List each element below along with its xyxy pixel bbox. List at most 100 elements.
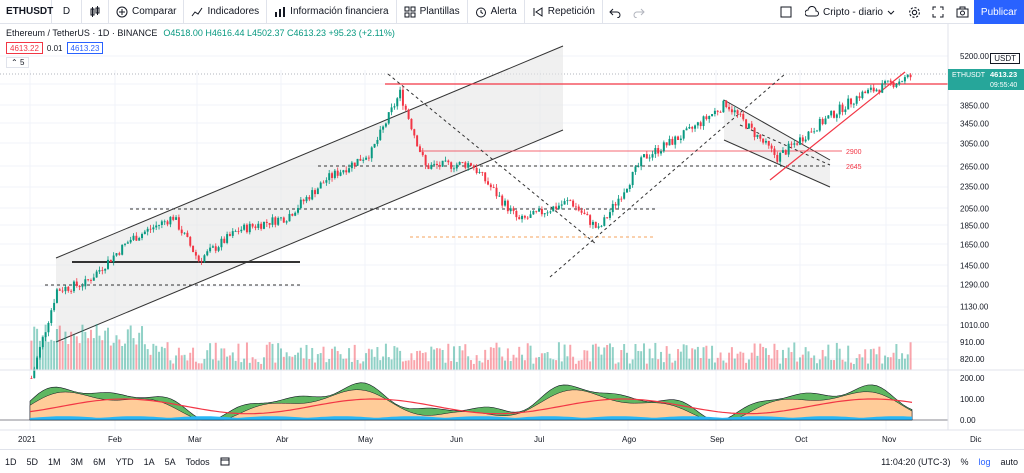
range-1m[interactable]: 1M: [48, 456, 61, 467]
volume-bar: [393, 346, 396, 370]
candle-body: [47, 323, 50, 333]
volume-bar: [572, 356, 575, 370]
range-3m[interactable]: 3M: [70, 456, 84, 467]
candle-body: [827, 115, 830, 119]
time-axis-label: Abr: [276, 435, 289, 444]
goto-date-button[interactable]: [215, 456, 235, 468]
indicators-toggle[interactable]: ⌃ 5: [6, 57, 30, 68]
redo-button[interactable]: [627, 0, 651, 24]
time-axis-label: 2021: [18, 435, 36, 444]
indicators-label: Indicadores: [207, 6, 260, 17]
candle-body: [869, 87, 872, 90]
layout-select-button[interactable]: [774, 0, 798, 24]
compare-button[interactable]: Comparar: [109, 0, 185, 24]
candle-body: [903, 77, 906, 82]
candle-body: [733, 110, 736, 113]
clock-label[interactable]: 11:04:20 (UTC-3): [881, 457, 951, 467]
volume-bar: [177, 347, 180, 370]
volume-bar: [861, 357, 864, 370]
financials-button[interactable]: Información financiera: [267, 0, 397, 24]
time-axis-label: Jun: [450, 435, 463, 444]
ask-tag[interactable]: 4613.23: [66, 42, 104, 54]
candle-body: [671, 138, 674, 145]
candle-body: [314, 190, 317, 195]
candle-body: [569, 200, 572, 202]
volume-bar: [166, 342, 169, 370]
candle-body: [523, 215, 526, 218]
candle-body: [265, 221, 268, 223]
log-toggle[interactable]: log: [978, 457, 991, 467]
undo-button[interactable]: [603, 0, 627, 24]
candle-body: [359, 158, 362, 161]
volume-bar: [821, 349, 824, 370]
range-1a[interactable]: 1A: [143, 456, 155, 467]
volume-bar: [464, 344, 467, 370]
volume-bar: [492, 347, 495, 370]
chart-type-button[interactable]: [82, 0, 109, 24]
main-chart[interactable]: 2900 2645 5200.003850.003450.003050.0026…: [0, 24, 1024, 449]
candle-body: [600, 225, 603, 227]
candle-body: [350, 162, 353, 169]
range-5d[interactable]: 5D: [26, 456, 39, 467]
volume-bar: [365, 353, 368, 370]
candle-body: [129, 239, 132, 243]
current-price-box: [948, 69, 1024, 90]
range-all[interactable]: Todos: [185, 456, 210, 467]
percent-toggle[interactable]: %: [960, 457, 969, 467]
candle-body: [455, 164, 458, 169]
volume-bar: [745, 362, 748, 370]
candle-body: [844, 109, 847, 112]
current-price-symbol: ETHUSDT: [952, 72, 986, 79]
candle-body: [643, 154, 645, 158]
volume-bar: [231, 352, 234, 370]
settings-button[interactable]: [902, 0, 926, 24]
candle-body: [699, 122, 702, 127]
layout-name-button[interactable]: Cripto - diario: [798, 0, 902, 24]
volume-bar: [478, 360, 481, 370]
candle-body: [98, 270, 101, 272]
candle-body: [257, 223, 260, 228]
candle-body: [677, 136, 680, 141]
range-5a[interactable]: 5A: [164, 456, 176, 467]
top-toolbar: ETHUSDT D Comparar Indicadores Informaci…: [0, 0, 1024, 24]
publish-button[interactable]: Publicar: [974, 0, 1024, 24]
range-ytd[interactable]: YTD: [115, 456, 134, 467]
candle-body: [591, 221, 594, 225]
volume-bar: [279, 348, 282, 370]
candle-body: [889, 80, 892, 83]
candle-body: [452, 168, 455, 170]
volume-bar: [345, 358, 348, 370]
volume-bar: [728, 352, 731, 370]
candle-body: [798, 137, 801, 145]
legend-ohlc: O4518.00 H4616.44 L4502.37 C4613.23 +95.…: [163, 28, 395, 38]
bid-tag[interactable]: 4613.22: [6, 42, 43, 54]
range-6m[interactable]: 6M: [93, 456, 106, 467]
fullscreen-button[interactable]: [926, 0, 950, 24]
volume-bar: [702, 347, 705, 370]
replay-button[interactable]: Repetición: [525, 0, 603, 24]
auto-toggle[interactable]: auto: [1000, 457, 1018, 467]
volume-bar: [643, 343, 645, 370]
candle-body: [50, 310, 53, 324]
volume-bar: [640, 351, 643, 370]
candle-body: [481, 172, 484, 173]
volume-bar: [430, 346, 433, 370]
candle-body: [521, 215, 524, 220]
candle-body: [401, 89, 404, 106]
alert-button[interactable]: Alerta: [468, 0, 525, 24]
currency-badge[interactable]: USDT: [990, 53, 1020, 64]
templates-button[interactable]: Plantillas: [397, 0, 468, 24]
symbol-search-button[interactable]: ETHUSDT: [0, 0, 53, 24]
financials-icon: [275, 6, 286, 17]
candle-body: [478, 172, 481, 174]
range-1d[interactable]: 1D: [5, 456, 17, 467]
alarm-clock-icon: [475, 7, 486, 17]
candle-body: [149, 228, 152, 230]
volume-bar: [135, 344, 138, 370]
candle-body: [427, 165, 430, 169]
candle-body: [464, 162, 467, 168]
snapshot-button[interactable]: [950, 0, 974, 24]
indicators-button[interactable]: Indicadores: [184, 0, 268, 24]
volume-bar: [399, 350, 402, 370]
interval-button[interactable]: D: [52, 0, 82, 24]
